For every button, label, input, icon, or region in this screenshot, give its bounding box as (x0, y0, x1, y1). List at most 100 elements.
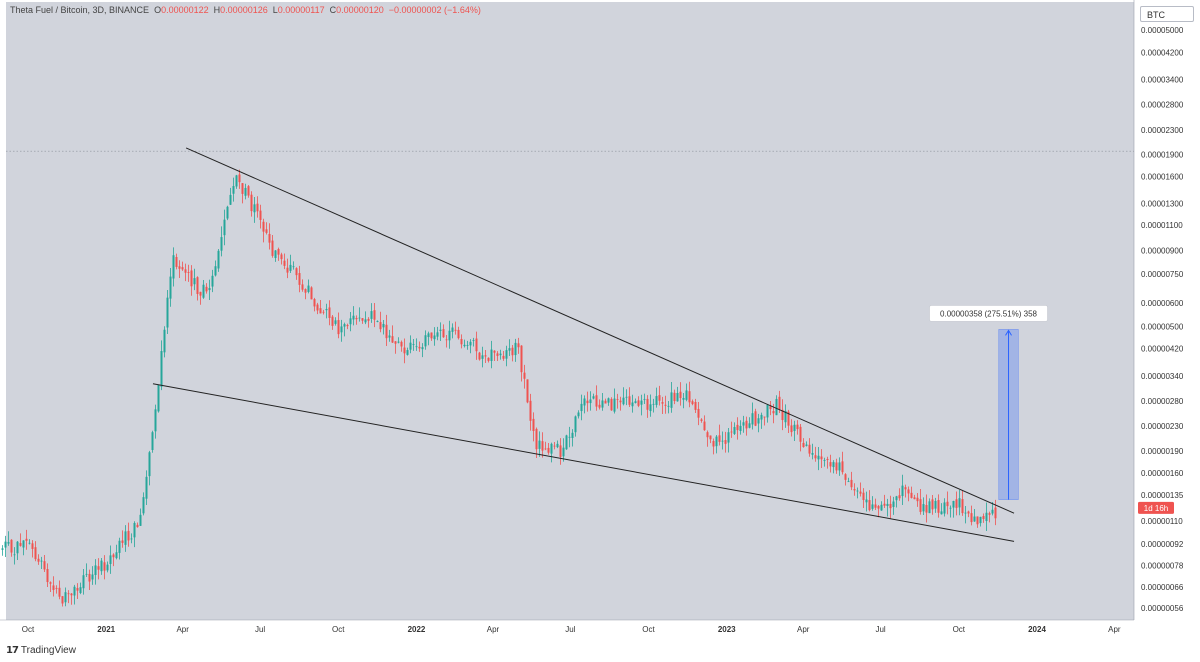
candle-body (451, 327, 454, 332)
candle-body (346, 324, 349, 327)
candle-body (886, 503, 889, 507)
candle-body (643, 398, 646, 400)
projection-label: 0.00000358 (275.51%) 358 (940, 309, 1038, 318)
candle-body (826, 458, 829, 461)
candle-body (730, 431, 733, 433)
tradingview-icon: 17 (6, 645, 19, 656)
high-label: H (213, 5, 221, 15)
candle-body (355, 318, 358, 320)
candle-body (205, 286, 208, 292)
candle-body (64, 592, 67, 603)
projection-arrowhead (1005, 329, 1012, 336)
candle-body (910, 492, 913, 498)
candle-body (400, 341, 403, 347)
y-tick-label: 0.00000340 (1141, 372, 1184, 381)
candle-body (67, 593, 70, 595)
candle-body (208, 288, 211, 291)
candle-body (556, 443, 559, 448)
candle-body (625, 396, 628, 398)
candle-body (652, 403, 655, 405)
candle-body (247, 186, 250, 196)
x-tick-label: 2022 (408, 625, 426, 634)
candle-body (445, 339, 448, 341)
candle-body (829, 462, 832, 467)
candle-body (82, 575, 85, 589)
candle-body (424, 335, 427, 347)
candle-body (880, 504, 883, 511)
candle-body (934, 500, 937, 509)
y-tick-label: 0.00000066 (1141, 583, 1184, 592)
candle-body (352, 315, 355, 320)
candle-body (853, 489, 856, 491)
currency-button[interactable]: BTC (1140, 6, 1194, 22)
candle-body (511, 347, 514, 356)
candle-body (145, 476, 148, 499)
candle-body (604, 400, 607, 404)
candle-body (802, 442, 805, 448)
low-value: 0.00000117 (277, 5, 325, 15)
candle-body (415, 346, 418, 348)
candle-body (46, 569, 49, 583)
candle-body (229, 194, 232, 205)
candle-body (517, 343, 520, 348)
candle-body (130, 538, 133, 540)
candle-body (631, 402, 634, 407)
candle-body (661, 402, 664, 404)
candle-body (733, 427, 736, 434)
candle-body (610, 398, 613, 411)
candle-body (499, 353, 502, 356)
candle-body (583, 398, 586, 406)
candle-body (202, 284, 205, 298)
candle-body (529, 400, 532, 421)
candle-body (655, 396, 658, 405)
candle-body (88, 573, 91, 582)
candle-body (700, 419, 703, 421)
candle-body (808, 444, 811, 454)
candle-body (748, 423, 751, 428)
x-tick-label: 2023 (718, 625, 736, 634)
candle-body (43, 561, 46, 570)
candle-body (637, 400, 640, 406)
symbol-name: Theta Fuel / Bitcoin, 3D, BINANCE (10, 5, 150, 15)
candle-body (109, 555, 112, 564)
candle-body (571, 432, 574, 439)
candle-body (964, 512, 967, 514)
candle-body (136, 524, 139, 528)
candle-body (379, 322, 382, 330)
candle-body (796, 424, 799, 430)
candle-body (592, 396, 595, 399)
candle-body (304, 289, 307, 293)
candle-body (790, 425, 793, 433)
candle-body (481, 355, 484, 359)
candle-body (847, 481, 850, 483)
candle-body (871, 504, 874, 509)
candle-body (778, 396, 781, 410)
candle-body (898, 495, 901, 499)
candle-body (619, 400, 622, 403)
tradingview-logo[interactable]: 17 TradingView (6, 645, 76, 656)
candle-body (691, 401, 694, 405)
candle-body (97, 566, 100, 570)
candle-body (4, 541, 7, 548)
candle-body (574, 416, 577, 433)
candle-body (877, 506, 880, 509)
candle-body (580, 403, 583, 412)
candle-body (844, 474, 847, 480)
brand-label: TradingView (20, 645, 76, 656)
low-label: L (272, 5, 278, 15)
candle-body (679, 391, 682, 399)
candle-body (157, 384, 160, 412)
candle-body (703, 421, 706, 431)
candle-body (970, 513, 973, 523)
candle-body (313, 299, 316, 307)
candle-body (946, 501, 949, 507)
candle-body (538, 440, 541, 449)
x-tick-label: Apr (487, 625, 500, 634)
candle-body (940, 511, 943, 515)
candle-body (832, 462, 835, 468)
candle-body (475, 338, 478, 352)
candle-body (16, 541, 19, 554)
candle-body (664, 404, 667, 406)
candle-body (484, 355, 487, 357)
